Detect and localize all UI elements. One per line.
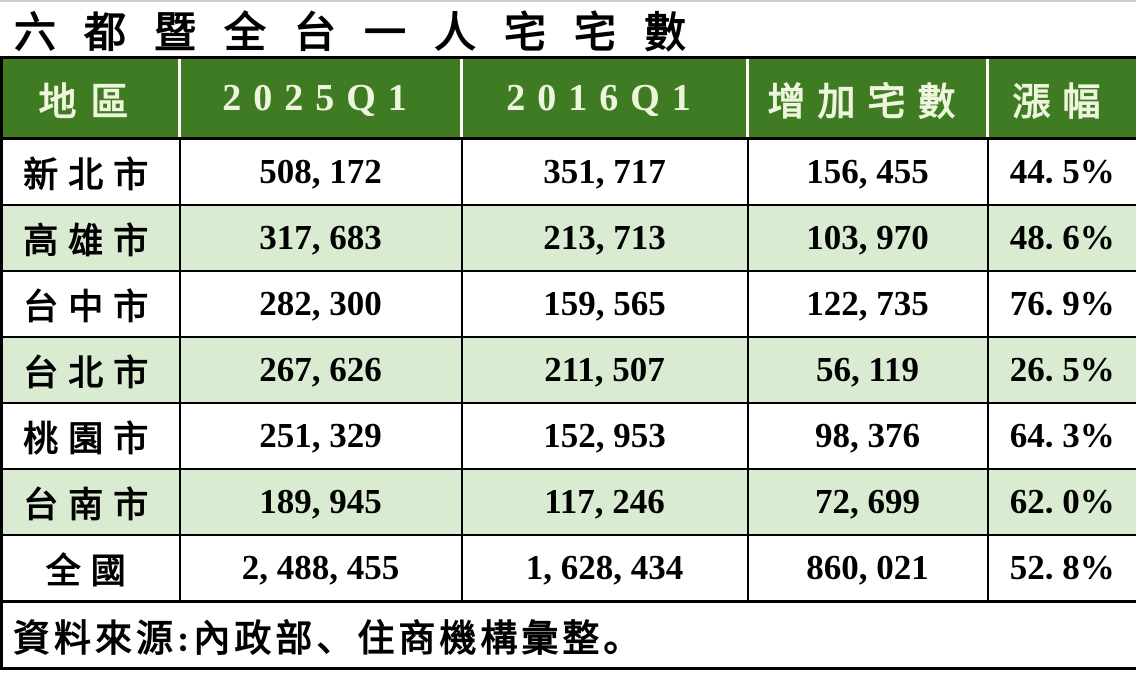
table-footer: 資料來源:內政部、住商機構彙整。 bbox=[0, 600, 1136, 670]
region-cell: 桃園市 bbox=[0, 402, 181, 470]
value-growth-cell: 64. 3% bbox=[986, 402, 1136, 470]
value-2016q1-cell: 117, 246 bbox=[460, 468, 749, 536]
value-increase-cell: 56, 119 bbox=[746, 336, 989, 404]
value-2016q1-cell: 159, 565 bbox=[460, 270, 749, 338]
source-row: 資料來源:內政部、住商機構彙整。 bbox=[0, 600, 1136, 670]
value-increase-cell: 122, 735 bbox=[746, 270, 989, 338]
value-growth-cell: 26. 5% bbox=[986, 336, 1136, 404]
region-cell: 全國 bbox=[0, 534, 181, 603]
table-row: 新北市 508, 172 351, 717 156, 455 44. 5% bbox=[0, 137, 1136, 206]
region-cell: 新北市 bbox=[0, 137, 181, 206]
table-row: 高雄市 317, 683 213, 713 103, 970 48. 6% bbox=[0, 204, 1136, 272]
column-header-region: 地區 bbox=[0, 56, 180, 140]
value-increase-cell: 98, 376 bbox=[746, 402, 989, 470]
region-cell: 高雄市 bbox=[0, 204, 181, 272]
column-header-growth: 漲幅 bbox=[986, 56, 1136, 140]
value-increase-cell: 860, 021 bbox=[746, 534, 989, 603]
value-2016q1-cell: 152, 953 bbox=[460, 402, 749, 470]
table-row: 台中市 282, 300 159, 565 122, 735 76. 9% bbox=[0, 270, 1136, 338]
value-growth-cell: 44. 5% bbox=[986, 137, 1136, 206]
value-2016q1-cell: 213, 713 bbox=[460, 204, 749, 272]
value-2016q1-cell: 211, 507 bbox=[460, 336, 749, 404]
value-2025q1-cell: 267, 626 bbox=[178, 336, 463, 404]
value-growth-cell: 62. 0% bbox=[986, 468, 1136, 536]
data-source-note: 資料來源:內政部、住商機構彙整。 bbox=[0, 600, 1136, 670]
column-header-increase: 增加宅數 bbox=[746, 56, 988, 140]
header-row: 地區 2025Q1 2016Q1 增加宅數 漲幅 bbox=[0, 56, 1136, 140]
value-2025q1-cell: 282, 300 bbox=[178, 270, 463, 338]
value-2025q1-cell: 2, 488, 455 bbox=[178, 534, 463, 603]
page-title: 六都暨全台一人宅宅數 bbox=[14, 10, 715, 57]
table-row: 桃園市 251, 329 152, 953 98, 376 64. 3% bbox=[0, 402, 1136, 470]
table-row: 台北市 267, 626 211, 507 56, 119 26. 5% bbox=[0, 336, 1136, 404]
value-2016q1-cell: 1, 628, 434 bbox=[460, 534, 749, 603]
column-header-2016q1: 2016Q1 bbox=[460, 56, 748, 140]
value-increase-cell: 156, 455 bbox=[746, 137, 989, 206]
column-header-2025q1: 2025Q1 bbox=[178, 56, 462, 140]
table-row-national-total: 全國 2, 488, 455 1, 628, 434 860, 021 52. … bbox=[0, 534, 1136, 603]
value-2025q1-cell: 189, 945 bbox=[178, 468, 463, 536]
value-2025q1-cell: 317, 683 bbox=[178, 204, 463, 272]
region-cell: 台南市 bbox=[0, 468, 181, 536]
value-increase-cell: 103, 970 bbox=[746, 204, 989, 272]
region-cell: 台北市 bbox=[0, 336, 181, 404]
single-person-household-table: 地區 2025Q1 2016Q1 增加宅數 漲幅 新北市 508, 172 35… bbox=[0, 56, 1136, 670]
value-2025q1-cell: 251, 329 bbox=[178, 402, 463, 470]
value-increase-cell: 72, 699 bbox=[746, 468, 989, 536]
value-growth-cell: 52. 8% bbox=[986, 534, 1136, 603]
table-row: 台南市 189, 945 117, 246 72, 699 62. 0% bbox=[0, 468, 1136, 536]
table-header: 地區 2025Q1 2016Q1 增加宅數 漲幅 bbox=[0, 56, 1136, 140]
value-growth-cell: 76. 9% bbox=[986, 270, 1136, 338]
value-2025q1-cell: 508, 172 bbox=[178, 137, 463, 206]
value-2016q1-cell: 351, 717 bbox=[460, 137, 749, 206]
region-cell: 台中市 bbox=[0, 270, 181, 338]
table-body: 新北市 508, 172 351, 717 156, 455 44. 5% 高雄… bbox=[0, 137, 1136, 603]
value-growth-cell: 48. 6% bbox=[986, 204, 1136, 272]
